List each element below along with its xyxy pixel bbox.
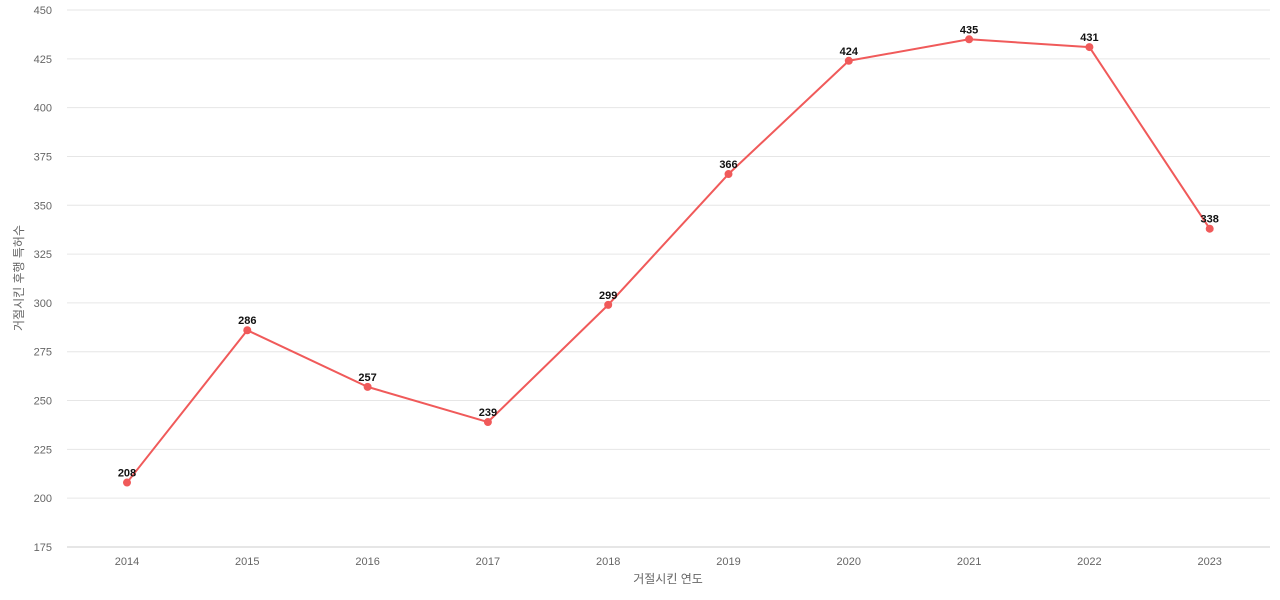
data-label: 435 — [960, 24, 978, 36]
data-point — [844, 56, 853, 65]
y-axis-ticks: 175 200 225 250 275 300 325 350 375 400 425 450 — [34, 5, 52, 554]
data-label: 424 — [840, 46, 859, 58]
data-label: 338 — [1201, 214, 1219, 226]
y-tick-label: 250 — [34, 396, 52, 408]
x-axis-ticks: 2014 2015 2016 2017 2018 2019 2020 2021 2022 2023 — [115, 556, 1222, 568]
x-tick-label: 2019 — [716, 556, 740, 568]
grid-layer — [67, 9, 1270, 548]
series-line — [126, 38, 1211, 484]
x-tick-label: 2018 — [596, 556, 620, 568]
series-layer — [123, 35, 1214, 487]
data-label: 299 — [599, 290, 617, 302]
y-tick-label: 225 — [34, 444, 52, 456]
x-tick-label: 2023 — [1197, 556, 1221, 568]
data-point — [965, 35, 974, 44]
y-tick-label: 425 — [34, 54, 52, 66]
data-label: 239 — [479, 407, 497, 419]
data-point — [604, 300, 613, 309]
y-tick-label: 325 — [34, 249, 52, 261]
data-label: 286 — [238, 315, 256, 327]
x-axis-title: 거절시킨 연도 — [633, 572, 703, 586]
data-label-layer: 208 286 257 239 299 366 424 435 431 338 — [118, 24, 1219, 479]
data-point — [363, 382, 372, 391]
x-tick-label: 2015 — [235, 556, 259, 568]
data-label: 208 — [118, 468, 136, 480]
data-label: 431 — [1080, 32, 1098, 44]
y-tick-label: 275 — [34, 347, 52, 359]
data-point — [1085, 43, 1094, 52]
x-tick-label: 2014 — [115, 556, 139, 568]
x-tick-label: 2016 — [355, 556, 379, 568]
y-tick-label: 375 — [34, 151, 52, 163]
x-tick-label: 2020 — [837, 556, 861, 568]
data-point — [483, 418, 492, 427]
y-tick-label: 300 — [34, 298, 52, 310]
data-point — [123, 478, 131, 487]
y-tick-label: 450 — [34, 5, 52, 17]
x-tick-label: 2022 — [1077, 556, 1101, 568]
data-point — [243, 326, 252, 335]
y-tick-label: 175 — [34, 542, 52, 554]
data-point — [1205, 224, 1214, 233]
data-point — [724, 170, 733, 179]
x-tick-label: 2017 — [476, 556, 500, 568]
x-tick-label: 2021 — [957, 556, 981, 568]
y-axis-title: 거절시킨 후행 특허수 — [11, 225, 26, 331]
y-tick-label: 200 — [34, 493, 52, 505]
data-label: 257 — [358, 372, 376, 384]
data-label: 366 — [719, 159, 737, 171]
y-tick-label: 400 — [34, 103, 52, 115]
y-tick-label: 350 — [34, 200, 52, 212]
